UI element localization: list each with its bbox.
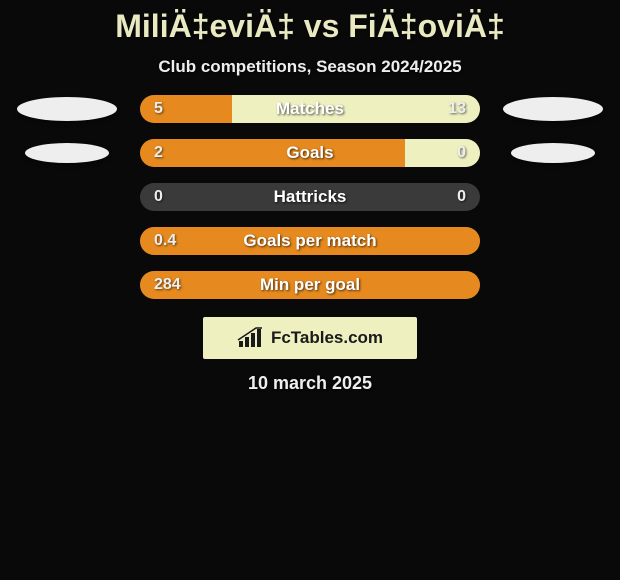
footer-date: 10 march 2025 bbox=[248, 373, 372, 394]
player-badge-left bbox=[17, 97, 117, 121]
badge-slot-right bbox=[498, 97, 608, 121]
player-badge-left bbox=[25, 143, 109, 163]
chart-icon bbox=[237, 327, 265, 349]
stat-label: Goals per match bbox=[243, 231, 376, 251]
stat-value-right: 0 bbox=[457, 188, 466, 206]
stat-label: Hattricks bbox=[274, 187, 347, 207]
logo-text: FcTables.com bbox=[271, 328, 383, 348]
stat-bar: 0.4 Goals per match bbox=[140, 227, 480, 255]
stat-bar-right bbox=[405, 139, 480, 167]
stat-value-left: 284 bbox=[154, 276, 181, 294]
stat-value-left: 0 bbox=[154, 188, 163, 206]
stats-rows: 5 13 Matches 2 0 Goals 0 0 Hattricks 0.4 Goals per… bbox=[0, 95, 620, 299]
stat-label: Goals bbox=[286, 143, 333, 163]
stat-bar: 5 13 Matches bbox=[140, 95, 480, 123]
stat-value-left: 2 bbox=[154, 144, 163, 162]
stat-label: Matches bbox=[276, 99, 344, 119]
logo-box: FcTables.com bbox=[203, 317, 417, 359]
page-title: MiliÄ‡eviÄ‡ vs FiÄ‡oviÄ‡ bbox=[115, 8, 504, 45]
stat-label: Min per goal bbox=[260, 275, 360, 295]
stat-value-left: 5 bbox=[154, 100, 163, 118]
stat-row: 0.4 Goals per match bbox=[0, 227, 620, 255]
badge-slot-left bbox=[12, 97, 122, 121]
stat-bar: 284 Min per goal bbox=[140, 271, 480, 299]
content: MiliÄ‡eviÄ‡ vs FiÄ‡oviÄ‡ Club competitio… bbox=[0, 0, 620, 394]
stat-value-right: 0 bbox=[457, 144, 466, 162]
stat-value-left: 0.4 bbox=[154, 232, 176, 250]
stat-bar-left bbox=[140, 139, 405, 167]
stat-bar-right bbox=[232, 95, 480, 123]
stat-row: 284 Min per goal bbox=[0, 271, 620, 299]
badge-slot-right bbox=[498, 143, 608, 163]
stat-row: 5 13 Matches bbox=[0, 95, 620, 123]
stat-bar: 2 0 Goals bbox=[140, 139, 480, 167]
root: MiliÄ‡eviÄ‡ vs FiÄ‡oviÄ‡ Club competitio… bbox=[0, 0, 620, 580]
stat-value-right: 13 bbox=[448, 100, 466, 118]
stat-bar: 0 0 Hattricks bbox=[140, 183, 480, 211]
badge-slot-left bbox=[12, 143, 122, 163]
player-badge-right bbox=[503, 97, 603, 121]
stat-row: 2 0 Goals bbox=[0, 139, 620, 167]
page-subtitle: Club competitions, Season 2024/2025 bbox=[158, 57, 461, 77]
player-badge-right bbox=[511, 143, 595, 163]
stat-row: 0 0 Hattricks bbox=[0, 183, 620, 211]
